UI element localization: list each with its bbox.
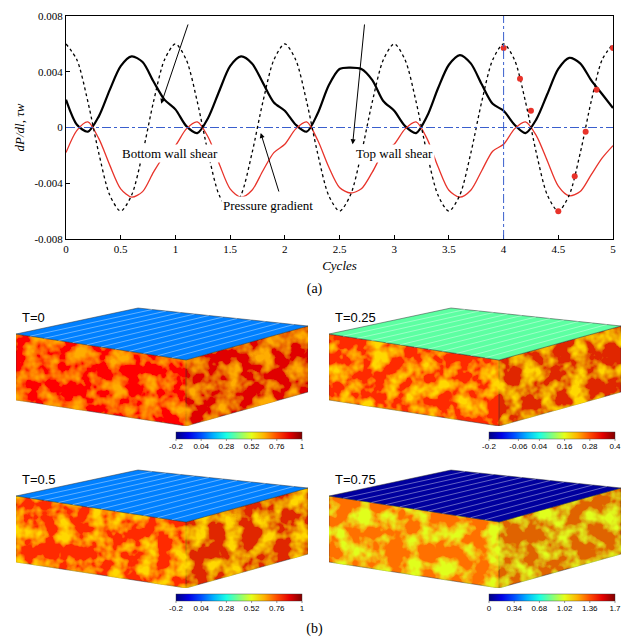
svg-text:1: 1: [300, 442, 305, 451]
svg-text:0: 0: [487, 604, 492, 613]
svg-text:0.52: 0.52: [244, 442, 260, 451]
svg-text:1.36: 1.36: [582, 604, 598, 613]
svg-text:1.02: 1.02: [557, 604, 573, 613]
svg-text:5: 5: [610, 243, 616, 255]
svg-text:1: 1: [173, 243, 179, 255]
svg-text:-0.2: -0.2: [482, 442, 496, 451]
svg-text:0: 0: [63, 243, 69, 255]
svg-text:0.04: 0.04: [532, 442, 548, 451]
svg-text:-0.2: -0.2: [169, 442, 183, 451]
svg-text:0.28: 0.28: [219, 604, 235, 613]
svg-text:1.7: 1.7: [609, 604, 621, 613]
html-text:(a): (a): [306, 281, 323, 296]
svg-text:Cycles: Cycles: [322, 258, 357, 273]
svg-text:0.76: 0.76: [269, 442, 285, 451]
svg-text:T=0: T=0: [22, 310, 45, 325]
svg-text:T=0.5: T=0.5: [22, 472, 56, 487]
svg-text:-0.06: -0.06: [509, 442, 528, 451]
svg-text:0.68: 0.68: [532, 604, 548, 613]
svg-text:0.004: 0.004: [38, 66, 63, 78]
svg-text:0.16: 0.16: [557, 442, 573, 451]
svg-text:0.04: 0.04: [193, 604, 209, 613]
svg-text:T=0.75: T=0.75: [335, 472, 376, 487]
svg-text:-0.2: -0.2: [169, 604, 183, 613]
svg-text:0.4: 0.4: [609, 442, 621, 451]
svg-text:0.5: 0.5: [114, 243, 128, 255]
svg-text:2: 2: [282, 243, 288, 255]
svg-text:4: 4: [501, 243, 507, 255]
svg-text:1.5: 1.5: [223, 243, 237, 255]
svg-text:0.34: 0.34: [506, 604, 522, 613]
svg-text:dP/dl, τw: dP/dl, τw: [12, 103, 27, 151]
svg-text:4.5: 4.5: [551, 243, 565, 255]
svg-text:0.28: 0.28: [582, 442, 598, 451]
svg-text:Top wall shear: Top wall shear: [356, 146, 433, 161]
svg-text:0.28: 0.28: [219, 442, 235, 451]
svg-text:-0.004: -0.004: [34, 177, 63, 189]
svg-text:Pressure gradient: Pressure gradient: [223, 198, 313, 213]
html-text:(b): (b): [306, 621, 323, 636]
svg-text:1: 1: [300, 604, 305, 613]
svg-text:Bottom wall shear: Bottom wall shear: [122, 146, 218, 161]
svg-text:0: 0: [57, 121, 63, 133]
svg-text:2.5: 2.5: [333, 243, 347, 255]
svg-text:0.76: 0.76: [269, 604, 285, 613]
svg-text:T=0.25: T=0.25: [335, 310, 376, 325]
svg-text:0.04: 0.04: [193, 442, 209, 451]
svg-text:3.5: 3.5: [442, 243, 456, 255]
svg-text:3: 3: [391, 243, 397, 255]
svg-text:0.52: 0.52: [244, 604, 260, 613]
svg-text:0.008: 0.008: [38, 10, 63, 22]
svg-text:-0.008: -0.008: [34, 233, 63, 245]
